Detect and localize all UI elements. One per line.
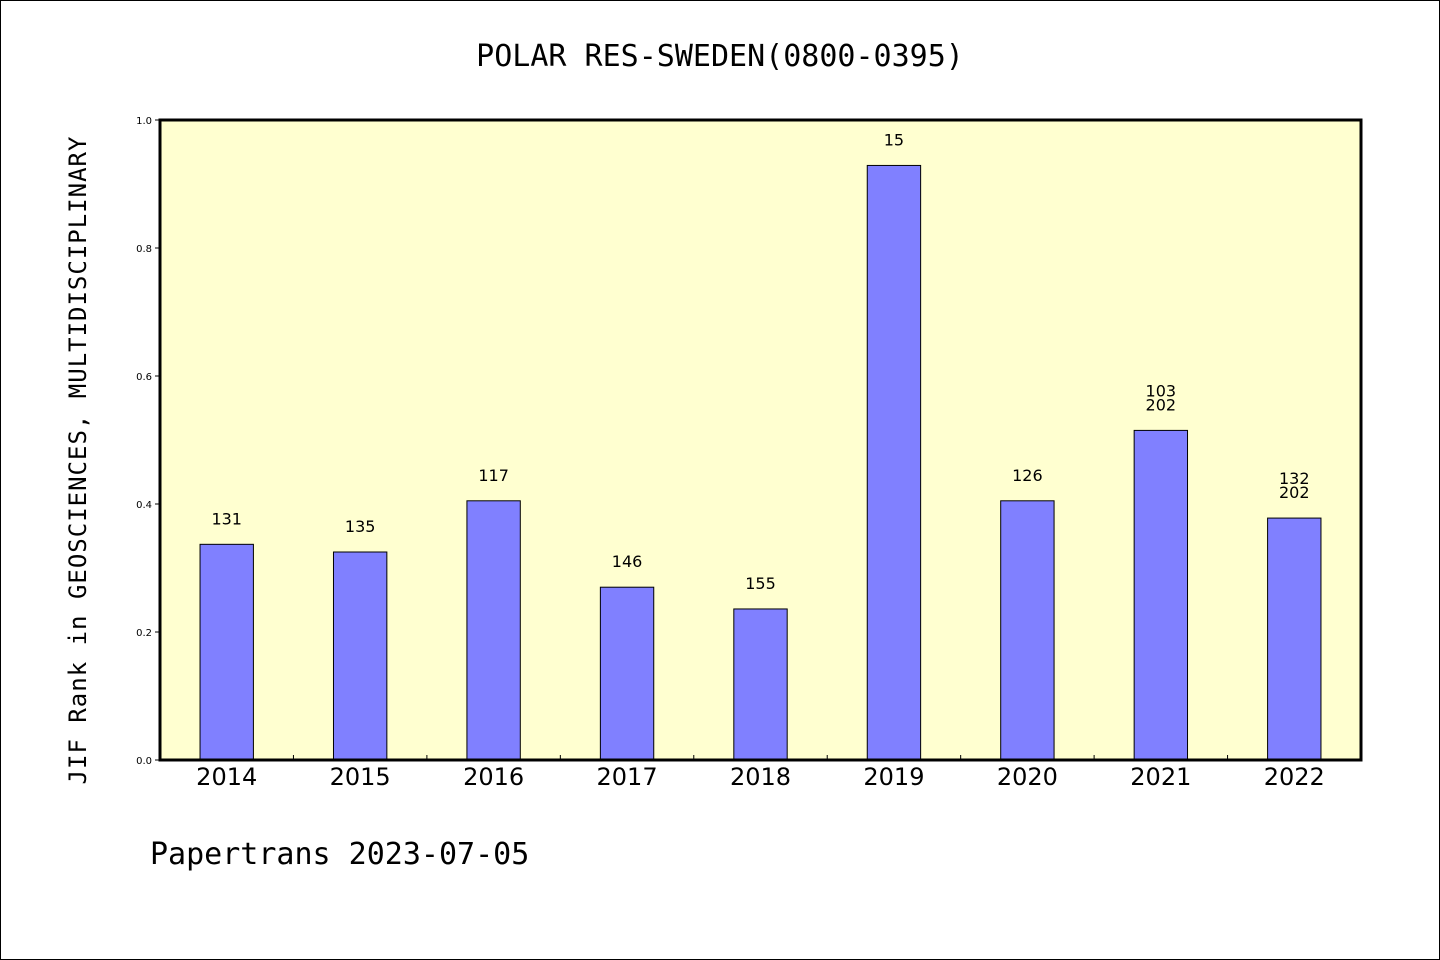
plot-border <box>158 118 1363 762</box>
x-tick-label: 2021 <box>1130 763 1191 791</box>
data-label: 202 <box>1146 395 1177 414</box>
x-tick-label: 2022 <box>1264 763 1325 791</box>
y-tick-label: 0.8 <box>136 244 152 255</box>
data-label: 15 <box>884 130 904 149</box>
bar-2021 <box>1133 429 1189 761</box>
footer-credit: Papertrans 2023-07-05 <box>150 837 529 872</box>
y-axis-ticks: 0.0 0.2 0.4 0.6 0.8 1.0 <box>136 116 160 767</box>
x-tick-label: 2019 <box>863 763 924 791</box>
chart-title: POLAR RES-SWEDEN(0800-0395) <box>476 39 964 74</box>
data-label: 131 <box>211 509 242 528</box>
y-tick-label: 0.0 <box>136 756 152 767</box>
x-tick-label: 2014 <box>196 763 257 791</box>
data-label: 132 <box>1279 469 1310 488</box>
x-tick-label: 2015 <box>330 763 391 791</box>
bar-2020 <box>1000 500 1055 761</box>
data-label: 146 <box>612 552 643 571</box>
bar-2016 <box>466 500 521 761</box>
data-label: 126 <box>1012 466 1043 485</box>
data-label: 117 <box>478 466 509 485</box>
x-tick-label: 2017 <box>597 763 658 791</box>
bar-2018 <box>733 608 788 761</box>
x-tick-label: 2018 <box>730 763 791 791</box>
x-tick-label: 2020 <box>997 763 1058 791</box>
data-label: 103 <box>1146 381 1177 400</box>
data-label: 202 <box>1279 483 1310 502</box>
x-axis-ticks: 2014 2015 2016 2017 2018 2019 2020 2021 2022 <box>196 755 1325 791</box>
data-label: 155 <box>745 574 776 593</box>
bar-2017 <box>599 586 655 761</box>
bar-2019 <box>866 164 922 761</box>
data-label: 135 <box>345 517 376 536</box>
y-axis-label: JIF Rank in GEOSCIENCES, MULTIDISCIPLINA… <box>64 136 92 785</box>
bars <box>199 164 1322 761</box>
bar-2014 <box>199 543 254 761</box>
y-tick-label: 0.6 <box>136 372 152 383</box>
y-tick-label: 1.0 <box>136 116 152 127</box>
y-tick-label: 0.4 <box>136 500 152 511</box>
bar-2022 <box>1267 517 1322 761</box>
x-tick-label: 2016 <box>463 763 524 791</box>
bar-2015 <box>332 551 388 761</box>
y-tick-label: 0.2 <box>136 628 152 639</box>
